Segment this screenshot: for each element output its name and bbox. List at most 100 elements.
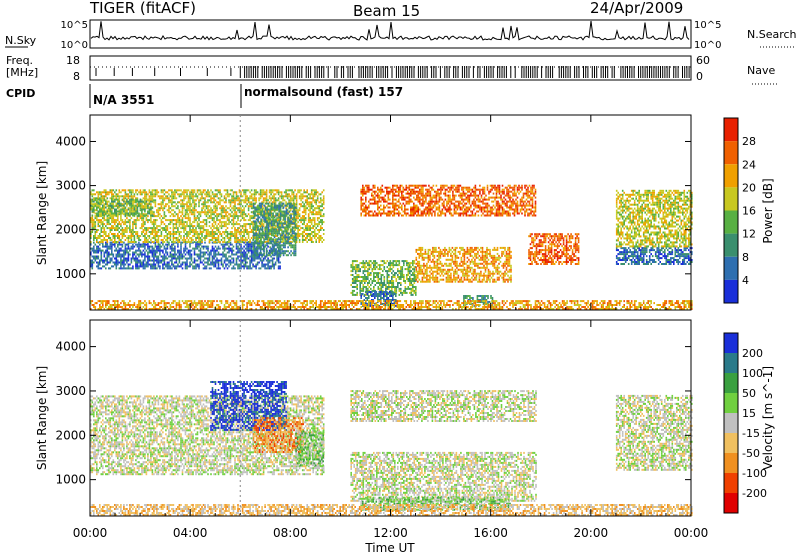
range-gate-cell xyxy=(113,189,115,191)
range-gate-cell xyxy=(249,250,251,252)
range-gate-cell xyxy=(104,252,106,254)
range-gate-cell xyxy=(102,241,104,243)
range-gate-cell xyxy=(105,244,107,246)
range-gate-cell xyxy=(143,254,145,256)
range-gate-cell xyxy=(165,250,167,252)
range-gate-cell xyxy=(99,237,101,239)
range-gate-cell xyxy=(176,265,178,267)
range-gate-cell xyxy=(119,254,121,256)
range-gate-cell xyxy=(114,229,116,231)
range-gate-cell xyxy=(236,264,238,266)
range-gate-cell xyxy=(119,237,121,239)
range-gate-cell xyxy=(155,246,157,248)
range-gate-cell xyxy=(102,265,104,267)
range-gate-cell xyxy=(108,217,110,219)
nave-tick-top: 60 xyxy=(696,54,710,67)
range-gate-cell xyxy=(96,231,98,233)
range-gate-cell xyxy=(165,264,167,266)
range-gate-cell xyxy=(116,258,118,260)
range-gate-cell xyxy=(207,262,209,264)
range-gate-cell xyxy=(222,252,224,254)
range-gate-cell xyxy=(95,252,97,254)
range-gate-cell xyxy=(114,258,116,260)
range-gate-cell xyxy=(197,265,199,267)
range-gate-cell xyxy=(102,246,104,248)
range-gate-cell xyxy=(117,252,119,254)
range-gate-cell xyxy=(134,246,136,248)
range-gate-cell xyxy=(213,250,215,252)
range-gate-cell xyxy=(161,260,163,262)
range-gate-cell xyxy=(158,260,160,262)
range-gate-cell xyxy=(113,193,115,195)
range-gate-cell xyxy=(137,246,139,248)
range-gate-cell xyxy=(180,252,182,254)
range-gate-cell xyxy=(95,217,97,219)
range-gate-cell xyxy=(233,254,235,256)
range-gate-cell xyxy=(180,248,182,250)
range-gate-cell xyxy=(119,267,121,269)
range-gate-cell xyxy=(93,193,95,195)
range-gate-cell xyxy=(95,221,97,223)
range-gate-cell xyxy=(98,223,100,225)
range-gate-cell xyxy=(105,267,107,269)
range-gate-cell xyxy=(278,262,280,264)
range-gate-cell xyxy=(173,264,175,266)
range-gate-cell xyxy=(122,254,124,256)
range-gate-cell xyxy=(110,262,112,264)
range-gate-cell xyxy=(179,250,181,252)
range-gate-cell xyxy=(137,267,139,269)
range-gate-cell xyxy=(92,262,94,264)
range-gate-cell xyxy=(207,250,209,252)
range-gate-cell xyxy=(189,262,191,264)
range-gate-cell xyxy=(107,191,109,193)
range-gate-cell xyxy=(105,219,107,221)
range-gate-cell xyxy=(159,267,161,269)
range-gate-cell xyxy=(107,215,109,217)
range-gate-cell xyxy=(98,221,100,223)
range-gate-cell xyxy=(93,189,95,191)
range-gate-cell xyxy=(197,244,199,246)
range-gate-cell xyxy=(168,265,170,267)
range-gate-cell xyxy=(137,244,139,246)
range-gate-cell xyxy=(243,254,245,256)
range-gate-cell xyxy=(170,254,172,256)
range-gate-cell xyxy=(272,258,274,260)
range-gate-cell xyxy=(107,258,109,260)
range-gate-cell xyxy=(191,258,193,260)
range-gate-cell xyxy=(161,256,163,258)
range-gate-cell xyxy=(176,262,178,264)
range-gate-cell xyxy=(279,267,281,269)
range-gate-cell xyxy=(98,225,100,227)
range-gate-cell xyxy=(209,267,211,269)
range-gate-cell xyxy=(236,260,238,262)
range-gate-cell xyxy=(182,262,184,264)
range-gate-cell xyxy=(99,241,101,243)
range-gate-cell xyxy=(141,256,143,258)
range-gate-cell xyxy=(132,256,134,258)
range-gate-cell xyxy=(153,264,155,266)
range-gate-cell xyxy=(210,252,212,254)
cpid-strip: CPID N/A 3551 normalsound (fast) 157 xyxy=(6,84,403,108)
range-gate-cell xyxy=(200,258,202,260)
range-gate-cell xyxy=(105,264,107,266)
range-gate-cell xyxy=(123,254,125,256)
range-gate-cell xyxy=(213,254,215,256)
range-gate-cell xyxy=(123,262,125,264)
range-gate-cell xyxy=(242,265,244,267)
range-gate-cell xyxy=(149,252,151,254)
range-gate-cell xyxy=(197,260,199,262)
range-gate-cell xyxy=(110,239,112,241)
range-gate-cell xyxy=(236,254,238,256)
range-gate-cell xyxy=(206,258,208,260)
range-gate-cell xyxy=(243,260,245,262)
range-gate-cell xyxy=(233,262,235,264)
range-gate-cell xyxy=(234,267,236,269)
range-gate-cell xyxy=(110,246,112,248)
range-gate-cell xyxy=(237,250,239,252)
range-gate-cell xyxy=(156,252,158,254)
range-gate-cell xyxy=(165,265,167,267)
range-gate-cell xyxy=(179,252,181,254)
range-gate-cell xyxy=(113,195,115,197)
range-gate-cell xyxy=(110,189,112,191)
range-gate-cell xyxy=(272,260,274,262)
